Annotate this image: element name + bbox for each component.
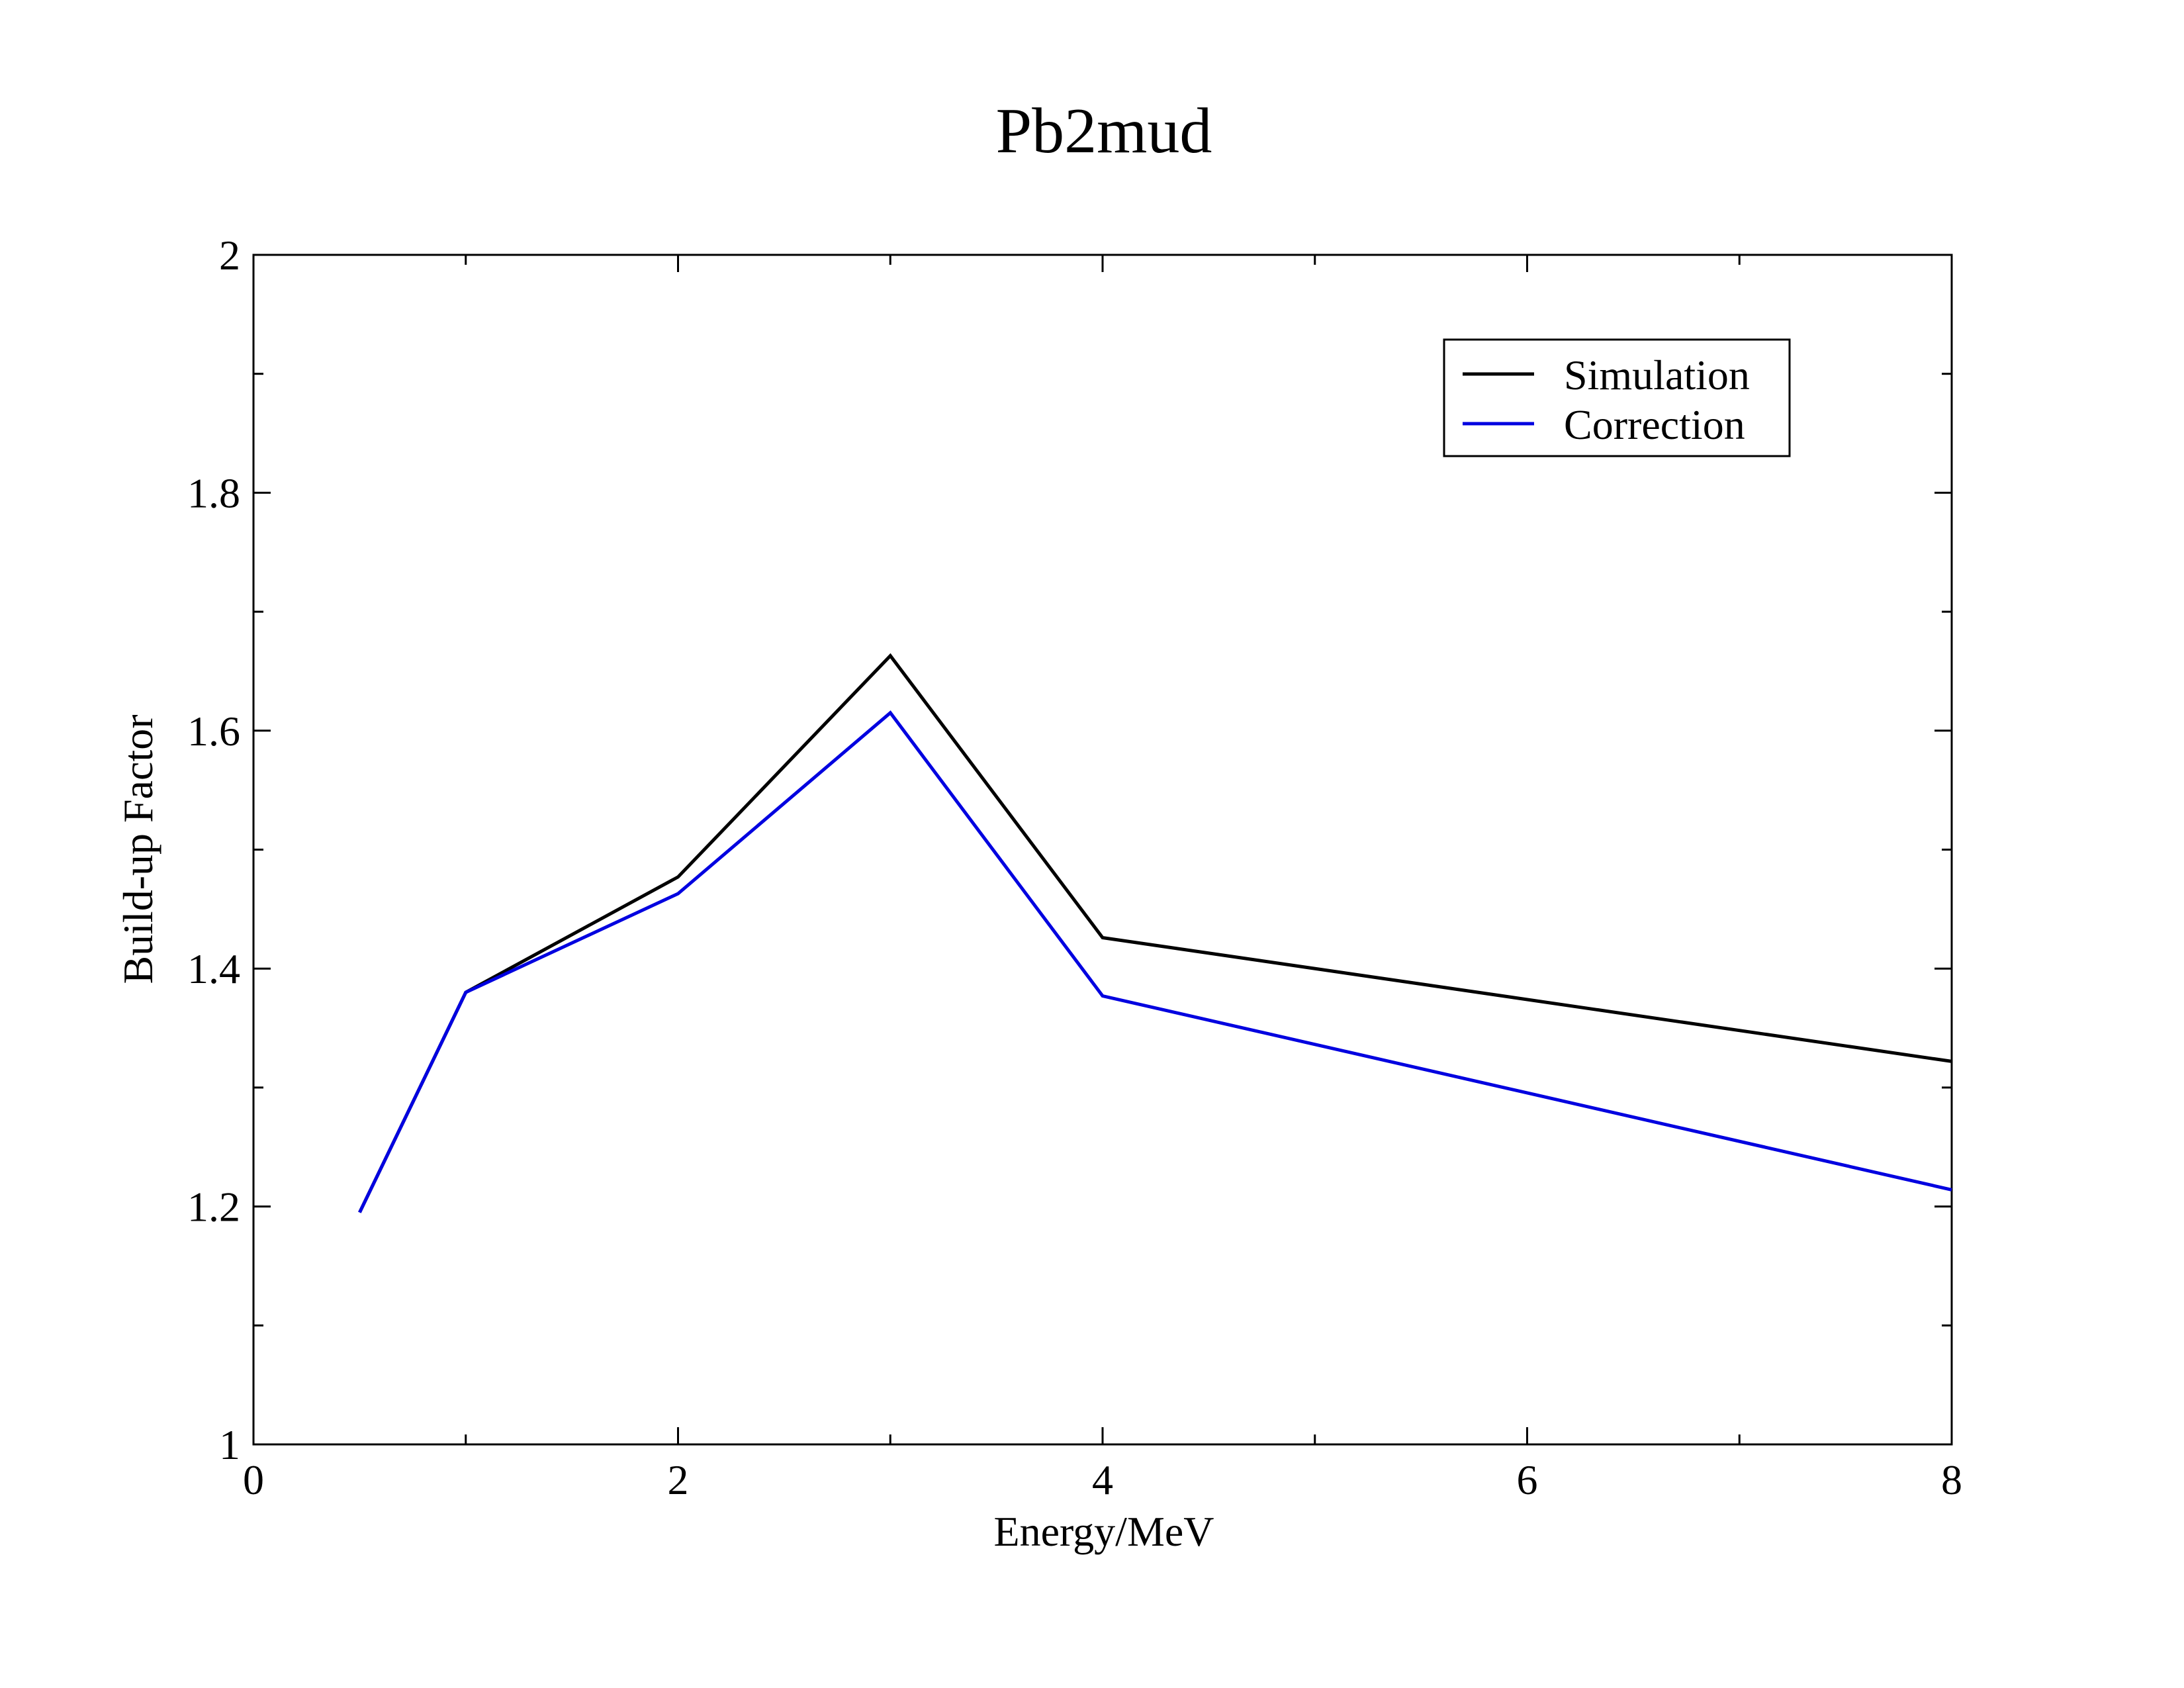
y-tick-label: 2 (219, 232, 240, 279)
x-tick-label: 6 (1517, 1456, 1538, 1503)
series-line-correction (358, 710, 1952, 1213)
legend-box (1443, 338, 1791, 457)
x-tick-label: 4 (1092, 1456, 1113, 1503)
y-axis-label: Build-up Factor (114, 714, 161, 984)
series-lines (358, 653, 1952, 1213)
y-tick-label: 1.6 (187, 708, 240, 755)
series-line-simulation (358, 653, 1952, 1213)
y-tick-label: 1.8 (187, 469, 240, 516)
plot-area: 0 2 4 6 8 1 1.2 1.4 1.6 1.8 2 (187, 232, 1962, 1503)
legend: Simulation Correction (1443, 338, 1791, 457)
y-tick-label: 1.2 (187, 1184, 240, 1231)
axis-tick-labels: 0 2 4 6 8 1 1.2 1.4 1.6 1.8 2 (187, 232, 1962, 1503)
x-tick-label: 0 (243, 1456, 264, 1503)
chart-title: Pb2mud (996, 95, 1212, 167)
x-axis-label: Energy/MeV (994, 1508, 1214, 1555)
x-tick-label: 8 (1941, 1456, 1962, 1503)
axis-ticks (252, 254, 1953, 1446)
y-tick-label: 1 (219, 1421, 240, 1468)
legend-label-correction: Correction (1564, 401, 1745, 448)
legend-label-simulation: Simulation (1564, 352, 1750, 399)
y-tick-label: 1.4 (187, 945, 240, 992)
x-tick-label: 2 (668, 1456, 689, 1503)
